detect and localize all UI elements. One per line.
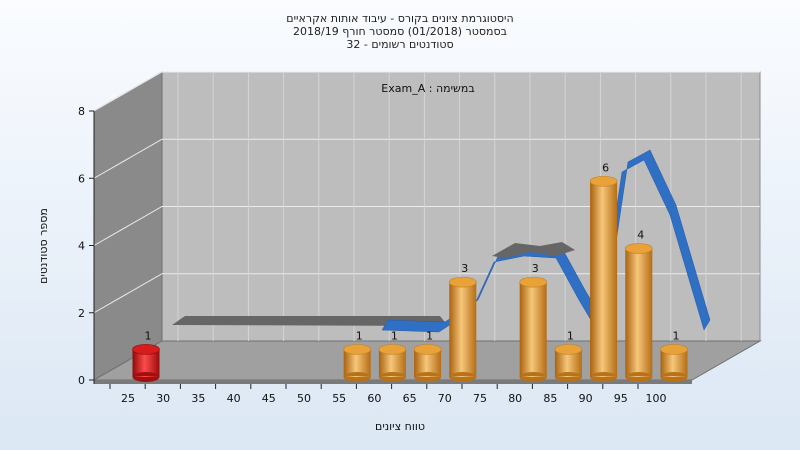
bar-top	[660, 344, 688, 355]
x-tick-label: 70	[438, 392, 452, 405]
bar-body-bottom	[625, 376, 653, 377]
curve-back-ribbon	[172, 316, 448, 326]
x-tick-label: 25	[121, 392, 135, 405]
bar-body-bottom	[132, 376, 160, 377]
bar	[554, 344, 583, 382]
bar-body-bottom	[554, 376, 582, 377]
floor-edge	[94, 380, 692, 384]
chart-title-line-1: היסטוגרמת ציונים בקורס - עיבוד אותות אקר…	[286, 12, 513, 25]
bar-value-label: 1	[145, 329, 152, 342]
chart-title-line-2: בסמסטר (01/2018) סמסטר חורף 2018/19	[293, 25, 507, 38]
bar-top	[132, 344, 160, 355]
bar-top	[378, 344, 407, 355]
x-tick-label: 40	[227, 392, 241, 405]
x-tick-label: 100	[646, 392, 667, 405]
bar-body	[625, 248, 653, 377]
bar-body	[449, 282, 477, 377]
bar-body-bottom	[519, 376, 547, 377]
bar	[624, 243, 653, 382]
curve-layer	[381, 149, 711, 333]
bar-top	[554, 344, 583, 355]
bar-body-bottom	[660, 376, 688, 377]
bar-body	[519, 282, 547, 377]
bars-layer	[132, 175, 688, 382]
bar	[132, 344, 160, 382]
y-tick-label: 4	[78, 240, 85, 253]
bar-body-bottom	[378, 376, 406, 377]
x-tick-label: 85	[543, 392, 557, 405]
x-tick-label: 90	[579, 392, 593, 405]
bar	[343, 344, 372, 382]
bar	[378, 344, 407, 382]
y-axis-ticks: 0 2 4 6 8	[78, 105, 95, 387]
bar-value-label: 1	[356, 329, 363, 342]
bar-top	[413, 344, 442, 355]
x-axis-ticks: 25 30 35 40 45 50 55 60 65 70 75 80 85 90 95 100	[109, 384, 667, 405]
y-tick-label: 8	[78, 105, 85, 118]
bar-value-label: 1	[567, 329, 574, 342]
y-tick-label: 6	[78, 172, 85, 185]
bar-body-bottom	[449, 376, 477, 377]
x-tick-label: 55	[332, 392, 346, 405]
bar-top	[624, 243, 653, 254]
h-gridline	[93, 273, 760, 314]
bar-value-label: 1	[426, 329, 433, 342]
x-tick-label: 35	[191, 392, 205, 405]
x-tick-label: 95	[614, 392, 628, 405]
y-tick-label: 0	[78, 374, 85, 387]
y-axis-label: מספר סטודנטים	[37, 208, 50, 284]
x-tick-label: 80	[508, 392, 522, 405]
bar-top	[448, 276, 477, 288]
bar-value-label: 3	[532, 262, 539, 275]
bar-top	[589, 175, 618, 187]
curve-shadow-segment	[492, 242, 575, 258]
bar	[519, 276, 548, 382]
bar	[448, 276, 477, 382]
data-labels-layer: 1 1 1 1 3 3 1 6 4 1	[145, 161, 680, 342]
x-tick-label: 75	[473, 392, 487, 405]
bar	[660, 344, 688, 382]
curve-back-layer	[172, 316, 448, 326]
bar	[589, 175, 618, 382]
bar-top	[343, 344, 372, 355]
x-tick-label: 30	[156, 392, 170, 405]
h-gridline	[93, 206, 760, 246]
bar-value-label: 3	[461, 262, 468, 275]
bar-body-bottom	[343, 376, 371, 377]
bar-body-bottom	[590, 376, 618, 377]
x-tick-label: 65	[403, 392, 417, 405]
h-gridline	[93, 71, 760, 112]
bar-value-label: 4	[637, 229, 644, 242]
bar	[413, 344, 442, 382]
legend-label: Exam_A : במשימה	[381, 82, 474, 95]
bar-value-label: 1	[391, 329, 398, 342]
x-tick-label: 45	[262, 392, 276, 405]
chart-title: היסטוגרמת ציונים בקורס - עיבוד אותות אקר…	[286, 12, 513, 51]
x-tick-label: 60	[367, 392, 381, 405]
y-tick-label: 2	[78, 307, 85, 320]
h-gridline	[93, 138, 760, 179]
bar-top	[519, 276, 548, 288]
bar-value-label: 6	[602, 161, 609, 174]
x-axis-label: טווח ציונים	[375, 420, 425, 433]
bar-body	[590, 181, 618, 377]
chart-title-line-3: סטודנטים רשומים - 32	[346, 38, 453, 51]
x-tick-label: 50	[297, 392, 311, 405]
bar-value-label: 1	[673, 329, 680, 342]
bar-body-bottom	[414, 376, 442, 377]
